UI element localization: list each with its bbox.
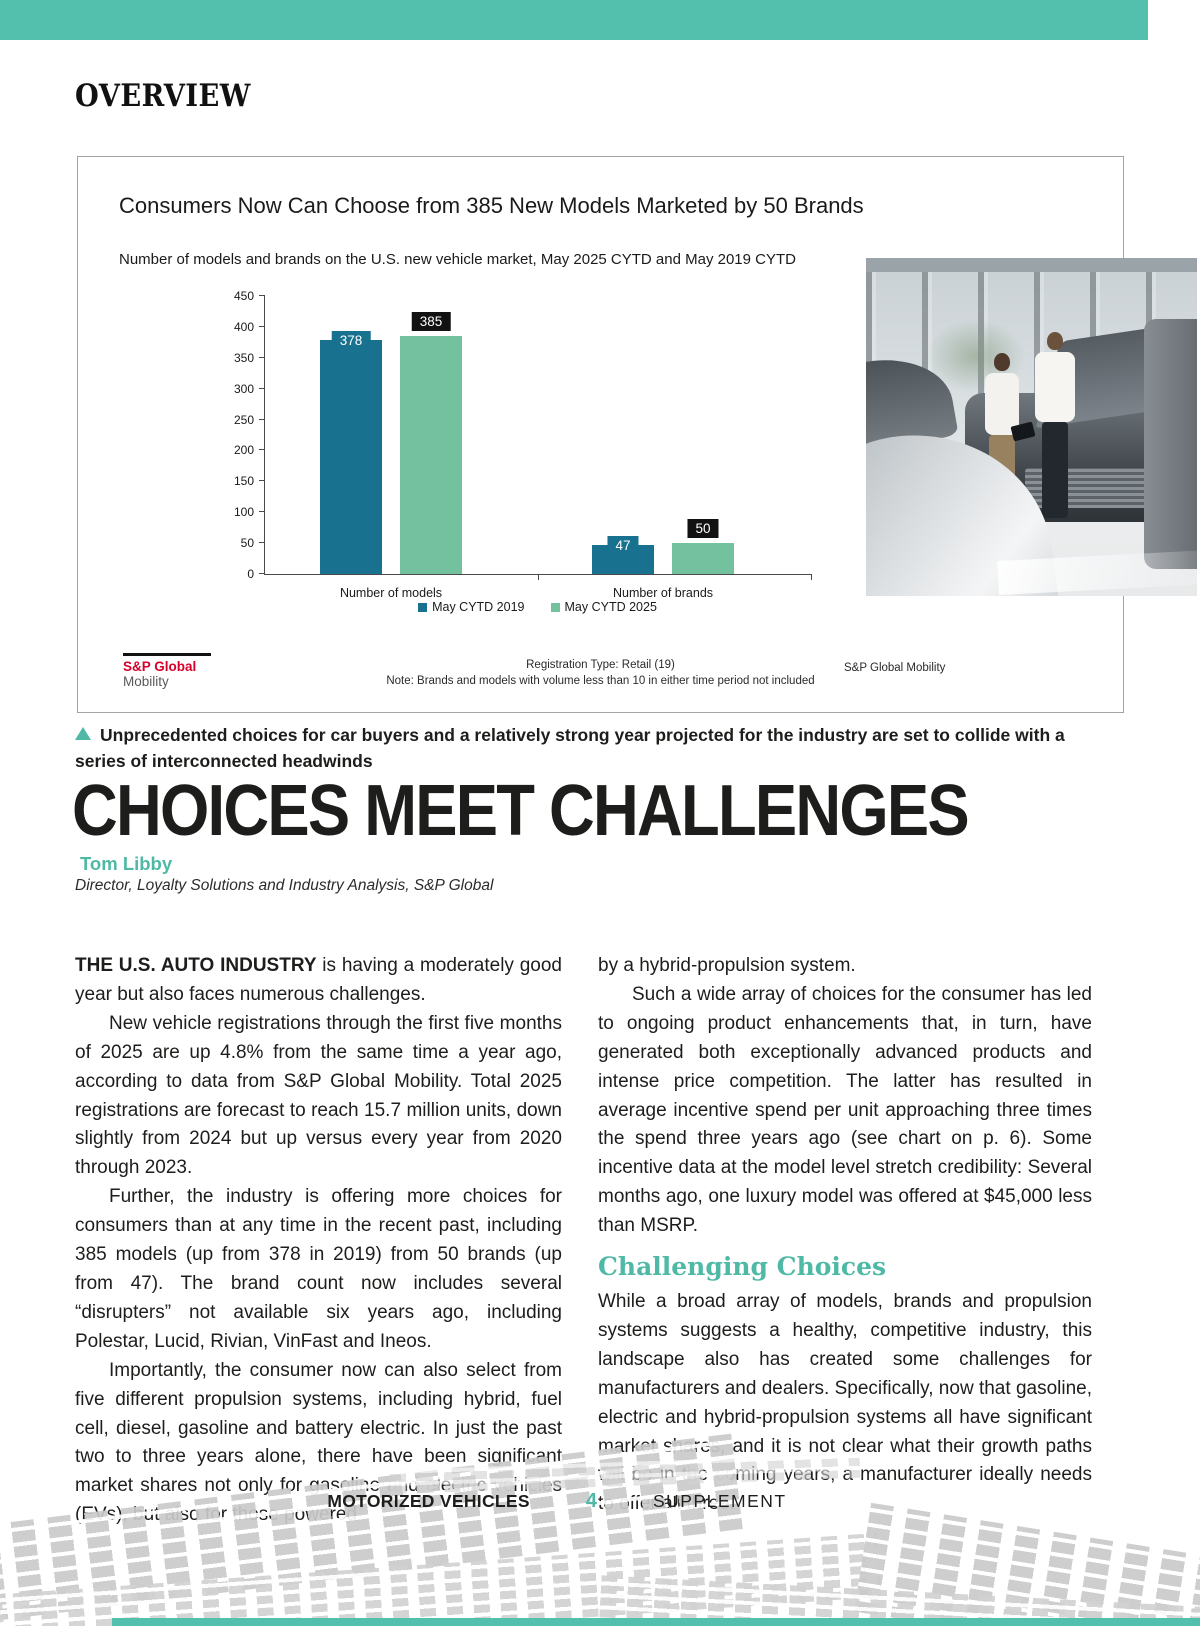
y-axis-tick-mark: [259, 573, 265, 574]
bottom-accent-bar: [112, 1618, 1200, 1626]
photo-open-door: [1144, 318, 1197, 569]
chart-title: Consumers Now Can Choose from 385 New Mo…: [119, 193, 864, 218]
bar-may-cytd-2025-group1: [400, 336, 462, 574]
footer-page-number: 4: [585, 1490, 597, 1512]
logo-rule: [123, 653, 211, 656]
paragraph: THE U.S. AUTO INDUSTRY is having a moder…: [75, 952, 562, 1010]
caption-triangle-icon: [75, 727, 91, 740]
y-axis-tick-mark: [259, 356, 265, 358]
bar-may-cytd-2019-group1: [320, 340, 382, 574]
legend-swatch: [418, 602, 428, 612]
legend-label: May CYTD 2025: [564, 600, 657, 614]
bar-value-label: 385: [411, 312, 451, 332]
author-name: Tom Libby: [80, 853, 173, 874]
legend-item: May CYTD 2025: [550, 600, 657, 614]
y-axis-tick-label: 350: [233, 350, 254, 365]
photo-person-left-shirt: [985, 372, 1020, 435]
chart-footnotes: Registration Type: Retail (19) Note: Bra…: [328, 657, 873, 689]
y-axis-tick-label: 0: [247, 567, 254, 581]
section-label: OVERVIEW: [75, 78, 251, 114]
chart-plot: 0 50 100 150 200 250 300 350 400 450 378 385 Number …: [234, 289, 812, 600]
author-title: Director, Loyalty Solutions and Industry…: [75, 877, 494, 894]
logo-line1: S&P Global: [123, 659, 197, 674]
x-axis-tick: [538, 574, 539, 580]
article-headline: CHOICES MEET CHALLENGES: [72, 771, 970, 851]
y-axis-tick-label: 100: [233, 505, 254, 520]
paragraph: by a hybrid-propulsion system.: [598, 955, 856, 976]
legend-item: May CYTD 2019: [418, 600, 525, 614]
bar-value-label: 50: [687, 519, 719, 539]
y-axis-tick-mark: [259, 449, 265, 451]
bar-may-cytd-2025-group2: [672, 543, 734, 574]
article-subhead: Challenging Choices: [598, 1252, 887, 1282]
y-axis-tick-mark: [259, 542, 265, 544]
chart-legend: May CYTD 2019 May CYTD 2025: [264, 600, 811, 614]
page-footer: MOTORIZED VEHICLES 4 SUPPLEMENT: [0, 1490, 1114, 1513]
y-axis-tick-label: 450: [233, 289, 254, 303]
y-axis-tick-label: 400: [233, 319, 254, 334]
photo-person-right-shirt: [1034, 352, 1075, 423]
article-column-right: by a hybrid-propulsion system. Such a wi…: [598, 952, 1092, 1519]
y-axis-tick-mark: [259, 387, 265, 389]
y-axis-tick-label: 200: [233, 443, 254, 458]
y-axis-tick-mark: [259, 511, 265, 513]
bar-value-label: 47: [607, 535, 639, 555]
footer-supplement-label: SUPPLEMENT: [652, 1491, 787, 1511]
y-axis-tick-label: 250: [233, 412, 254, 427]
y-axis-tick-label: 150: [233, 474, 254, 489]
photo-person-right-head: [1046, 332, 1063, 351]
chart-footnote-registration: Registration Type: Retail (19): [526, 659, 675, 671]
photo-person-right: [1034, 332, 1075, 519]
y-axis-tick-label: 50: [240, 536, 254, 551]
showroom-photo: [866, 258, 1197, 596]
x-axis-category-label: Number of models: [339, 586, 443, 600]
legend-swatch: [550, 602, 560, 612]
figure-caption: Unprecedented choices for car buyers and…: [75, 722, 1083, 774]
photo-person-right-pants: [1041, 422, 1068, 519]
paragraph-lead-in: THE U.S. AUTO INDUSTRY: [75, 955, 317, 976]
y-axis-tick-mark: [259, 480, 265, 482]
top-accent-bar: [0, 0, 1148, 40]
logo-line2: Mobility: [123, 674, 169, 689]
paragraph: Such a wide array of choices for the con…: [598, 983, 1092, 1237]
chart-subtitle: Number of models and brands on the U.S. …: [119, 251, 796, 268]
y-axis-tick-label: 300: [233, 381, 254, 396]
y-axis-tick-mark: [259, 418, 265, 420]
paragraph-text: is having a moderately good year but als…: [75, 955, 562, 1005]
paragraph: New vehicle registrations through the fi…: [75, 1012, 562, 1179]
footer-publication-label: MOTORIZED VEHICLES: [327, 1491, 530, 1511]
chart-footnote-note: Note: Brands and models with volume less…: [386, 675, 815, 687]
x-axis-category-label: Number of brands: [612, 586, 714, 600]
bar-value-label: 378: [331, 331, 371, 351]
photo-person-left-head: [994, 352, 1011, 371]
x-axis-tick: [811, 574, 812, 580]
chart-source-label: S&P Global Mobility: [844, 662, 946, 674]
article-column-left: THE U.S. AUTO INDUSTRY is having a moder…: [75, 952, 562, 1530]
figure-caption-text: Unprecedented choices for car buyers and…: [75, 725, 1065, 771]
photo-ceiling-beam: [866, 258, 1197, 272]
y-axis-tick-mark: [259, 325, 265, 327]
legend-label: May CYTD 2019: [432, 600, 525, 614]
y-axis-tick-mark: [259, 295, 265, 296]
paragraph: Further, the industry is offering more c…: [75, 1186, 562, 1352]
sp-global-mobility-logo: S&P Global Mobility: [123, 653, 211, 689]
